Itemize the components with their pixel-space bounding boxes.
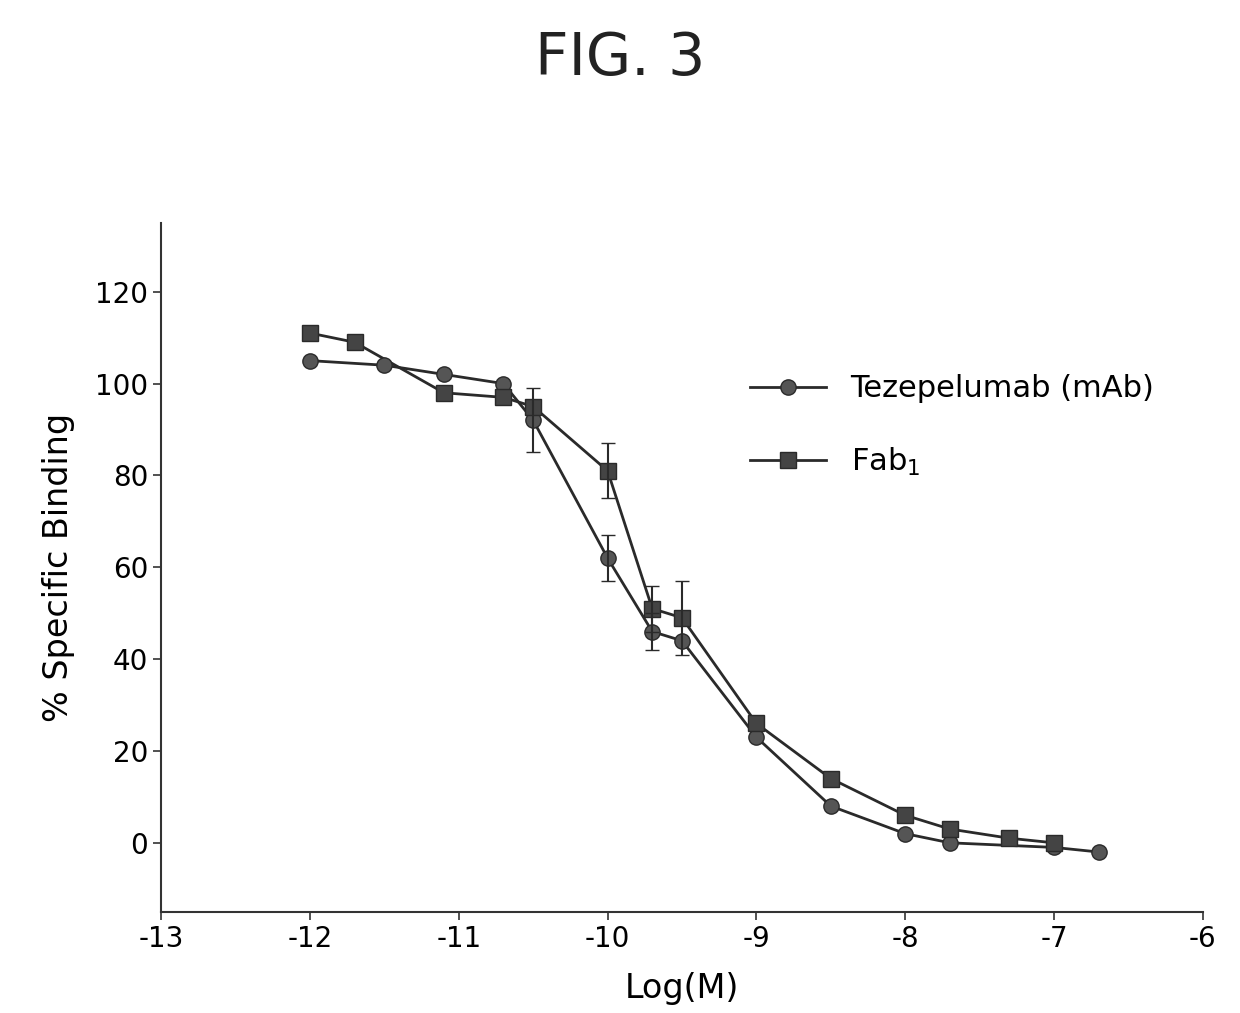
X-axis label: Log(M): Log(M) xyxy=(625,972,739,1005)
Text: FIG. 3: FIG. 3 xyxy=(534,30,706,87)
Y-axis label: % Specific Binding: % Specific Binding xyxy=(42,412,76,722)
Legend: Tezepelumab (mAb), Fab$_1$: Tezepelumab (mAb), Fab$_1$ xyxy=(738,362,1167,490)
